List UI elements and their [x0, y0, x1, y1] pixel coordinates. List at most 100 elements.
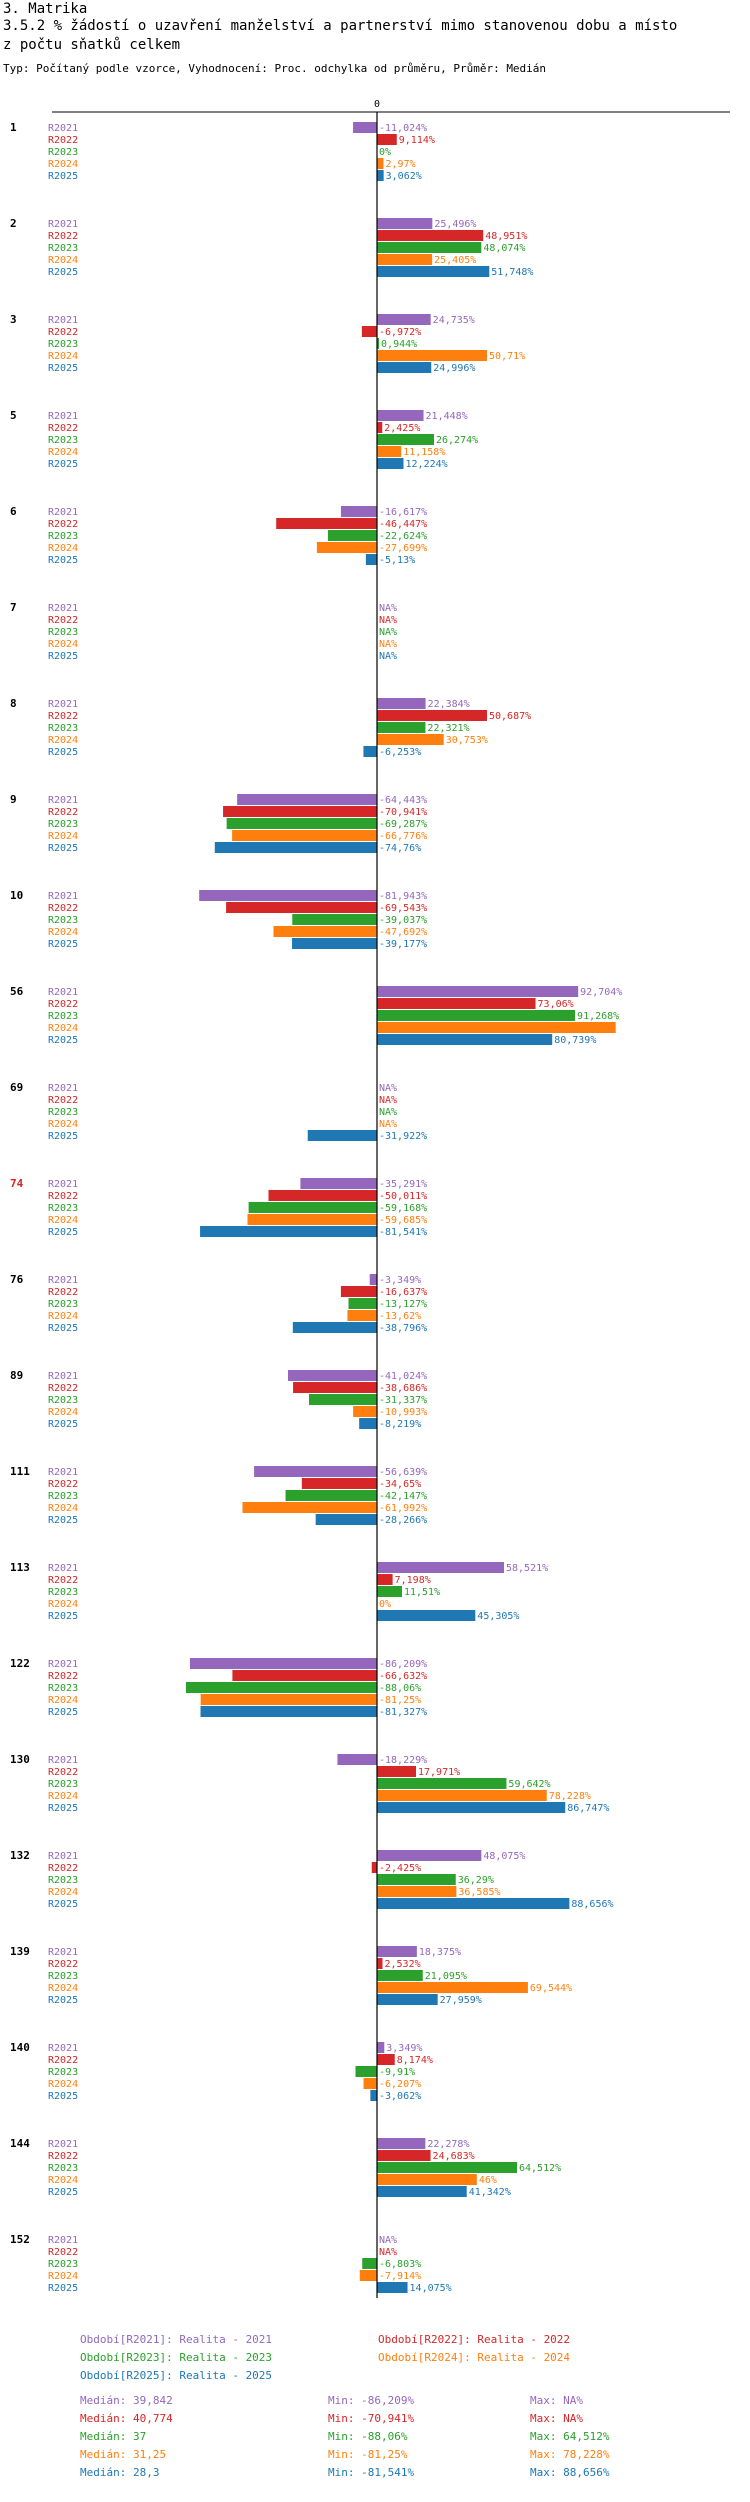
- data-label: NA%: [379, 627, 397, 638]
- data-label: -7,914%: [379, 2271, 421, 2282]
- series-label: R2022: [48, 1575, 78, 1586]
- series-label: R2021: [48, 795, 78, 806]
- bar: [237, 794, 377, 805]
- legend-period: Období[R2023]: Realita - 2023: [80, 2351, 273, 2364]
- series-label: R2022: [48, 1383, 78, 1394]
- bar: [377, 2150, 431, 2161]
- bar: [377, 722, 426, 733]
- series-label: R2024: [48, 927, 78, 938]
- bar: [377, 2162, 517, 2173]
- bar: [353, 122, 377, 133]
- bar: [377, 1958, 383, 1969]
- bar: [377, 1790, 547, 1801]
- bar: [292, 1322, 377, 1333]
- series-label: R2024: [48, 1119, 78, 1130]
- bar: [377, 134, 397, 145]
- data-label: 73,06%: [538, 999, 574, 1010]
- bar: [369, 1274, 377, 1285]
- series-label: R2022: [48, 1863, 78, 1874]
- data-label: 48,075%: [483, 1851, 525, 1862]
- series-label: R2023: [48, 1587, 78, 1598]
- data-label: -70,941%: [379, 807, 427, 818]
- bar: [363, 746, 377, 757]
- bar: [377, 254, 433, 265]
- data-label: -6,207%: [379, 2079, 421, 2090]
- group-label: 5: [10, 409, 17, 422]
- bar: [200, 1226, 377, 1237]
- bar: [363, 2078, 377, 2089]
- series-label: R2022: [48, 2151, 78, 2162]
- bar: [377, 1586, 402, 1597]
- data-label: 0,944%: [381, 339, 417, 350]
- bar: [242, 1502, 377, 1513]
- bar: [377, 2138, 426, 2149]
- bar: [185, 1682, 377, 1693]
- data-label: 21,448%: [426, 411, 468, 422]
- data-label: 59,642%: [508, 1779, 550, 1790]
- series-label: R2025: [48, 1515, 78, 1526]
- data-label: -86,209%: [379, 1659, 427, 1670]
- data-label: 25,405%: [434, 255, 476, 266]
- bar: [377, 2054, 395, 2065]
- group-label: 74: [10, 1177, 24, 1190]
- bar: [377, 434, 435, 445]
- data-label: -69,287%: [379, 819, 427, 830]
- data-label: -31,337%: [379, 1395, 427, 1406]
- bar: [370, 2090, 377, 2101]
- data-label: 26,274%: [436, 435, 478, 446]
- bar: [377, 1574, 393, 1585]
- series-label: R2023: [48, 1875, 78, 1886]
- group-label: 69: [10, 1081, 23, 1094]
- bar: [377, 1778, 507, 1789]
- series-label: R2023: [48, 1011, 78, 1022]
- series-label: R2025: [48, 1227, 78, 1238]
- bar: [377, 230, 484, 241]
- legend-max: Max: NA%: [530, 2394, 583, 2407]
- group-label: 152: [10, 2233, 30, 2246]
- bar: [226, 902, 377, 913]
- bar: [307, 1130, 377, 1141]
- series-label: R2023: [48, 723, 78, 734]
- bar: [353, 1406, 377, 1417]
- bar: [377, 1562, 504, 1573]
- series-label: R2021: [48, 507, 78, 518]
- bar: [301, 1478, 377, 1489]
- series-label: R2021: [48, 2043, 78, 2054]
- series-label: R2022: [48, 231, 78, 242]
- bar: [377, 1034, 553, 1045]
- series-label: R2025: [48, 1035, 78, 1046]
- data-label: 21,095%: [425, 1971, 467, 1982]
- series-label: R2022: [48, 903, 78, 914]
- data-label: -88,06%: [379, 1683, 421, 1694]
- data-label: 11,51%: [404, 1587, 440, 1598]
- series-label: R2022: [48, 1767, 78, 1778]
- data-label: -3,062%: [379, 2091, 421, 2102]
- legend-median: Medián: 31,25: [80, 2448, 167, 2461]
- data-label: -39,177%: [379, 939, 427, 950]
- series-label: R2021: [48, 1179, 78, 1190]
- data-label: -39,037%: [379, 915, 427, 926]
- bar: [377, 158, 384, 169]
- bar: [377, 266, 490, 277]
- series-label: R2022: [48, 999, 78, 1010]
- bar: [254, 1466, 377, 1477]
- data-label: 0%: [379, 1599, 391, 1610]
- series-label: R2025: [48, 1419, 78, 1430]
- group-label: 76: [10, 1273, 24, 1286]
- series-label: R2024: [48, 1311, 78, 1322]
- bar: [377, 362, 432, 373]
- data-label: 58,521%: [506, 1563, 548, 1574]
- series-label: R2024: [48, 1503, 78, 1514]
- data-label: -18,229%: [379, 1755, 427, 1766]
- series-label: R2024: [48, 2271, 78, 2282]
- series-label: R2024: [48, 2175, 78, 2186]
- bar: [189, 1658, 377, 1669]
- series-label: R2021: [48, 603, 78, 614]
- series-label: R2023: [48, 531, 78, 542]
- data-label: -6,253%: [379, 747, 421, 758]
- group-label: 132: [10, 1849, 30, 1862]
- data-label: -11,024%: [379, 123, 427, 134]
- data-label: -31,922%: [379, 1131, 427, 1142]
- series-label: R2021: [48, 1371, 78, 1382]
- series-label: R2024: [48, 351, 78, 362]
